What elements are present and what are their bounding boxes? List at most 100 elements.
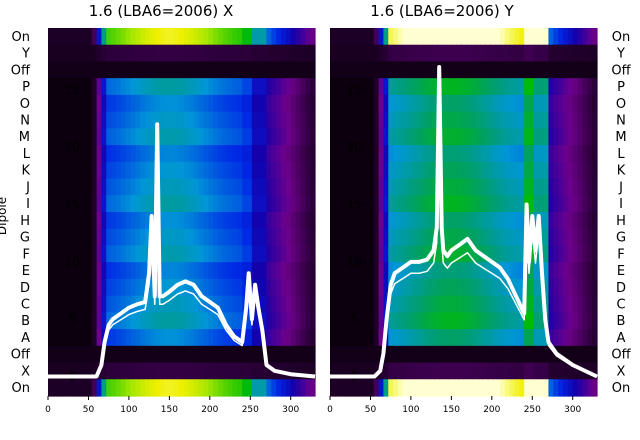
heatmap-cell (480, 145, 486, 163)
heatmap-cell (295, 329, 302, 347)
heatmap-cell (227, 212, 234, 230)
heatmap-cell (577, 379, 584, 397)
heatmap-cell (572, 44, 579, 63)
heatmap-cell (504, 145, 511, 163)
heatmap-cell (592, 178, 598, 196)
heatmap-cell (300, 111, 306, 129)
heatmap-cell (266, 111, 272, 129)
heatmap-cell (577, 61, 584, 79)
heatmap-cell (553, 44, 559, 63)
heatmap-cell (344, 111, 351, 129)
heatmap-cell (451, 78, 457, 96)
heatmap-cell (111, 145, 117, 163)
heatmap-cell (154, 61, 161, 79)
heatmap-cell (111, 262, 117, 280)
heatmap-cell (154, 362, 161, 380)
heatmap-cell (164, 295, 170, 313)
heatmap-cell (130, 312, 136, 330)
heatmap-cell (67, 161, 73, 180)
heatmap-cell (470, 228, 477, 247)
heatmap-cell (179, 178, 185, 196)
heatmap-cell (120, 212, 127, 230)
heatmap-cell (422, 111, 428, 129)
heatmap-cell (120, 362, 127, 380)
heatmap-cell (427, 178, 433, 196)
heatmap-cell (509, 61, 516, 79)
heatmap-cell (480, 111, 486, 129)
heatmap-cell (145, 94, 151, 113)
heatmap-cell (261, 28, 268, 46)
heatmap-cell (499, 28, 506, 46)
heatmap-cell (572, 94, 579, 113)
heatmap-cell (96, 94, 102, 113)
heatmap-cell (135, 44, 141, 63)
heatmap-cell (281, 178, 287, 196)
heatmap-cell (592, 262, 598, 280)
heatmap-cell (310, 228, 316, 247)
row-label: X (617, 364, 626, 379)
row-label: Y (616, 47, 625, 62)
heatmap-cell (524, 128, 530, 146)
heatmap-cell (120, 245, 127, 263)
heatmap-cell (373, 78, 380, 96)
heatmap-cell (120, 379, 127, 397)
heatmap-cell (247, 212, 253, 230)
heatmap-cell (431, 94, 438, 113)
heatmap-cell (383, 379, 389, 397)
heatmap-cell (57, 245, 64, 263)
heatmap-cell (393, 379, 399, 397)
heatmap-cell (174, 262, 180, 280)
heatmap-cell (251, 44, 258, 63)
heatmap-cell (193, 145, 200, 163)
heatmap-cell (509, 111, 516, 129)
heatmap-cell (145, 312, 151, 330)
heatmap-cell (572, 128, 579, 146)
heatmap-cell (451, 212, 457, 230)
heatmap-cell (359, 94, 365, 113)
heatmap-cell (465, 278, 472, 297)
heatmap-cell (344, 345, 351, 364)
heatmap-cell (567, 128, 574, 146)
heatmap-cell (465, 145, 472, 163)
heatmap-cell (81, 262, 88, 280)
heatmap-cell (509, 94, 516, 113)
heatmap-cell (106, 195, 112, 213)
heatmap-cell (285, 345, 292, 364)
heatmap-cell (183, 161, 190, 180)
heatmap-cell (349, 245, 355, 263)
heatmap-cell (422, 28, 428, 46)
heatmap-cell (174, 195, 180, 213)
heatmap-cell (461, 262, 467, 280)
heatmap-cell (563, 195, 569, 213)
heatmap-cell (393, 178, 399, 196)
heatmap-cell (422, 94, 428, 113)
heatmap-cell (217, 94, 224, 113)
heatmap-cell (461, 312, 467, 330)
heatmap-cell (174, 178, 180, 196)
heatmap-cell (52, 245, 59, 263)
heatmap-cell (499, 145, 506, 163)
heatmap-cell (77, 94, 83, 113)
x-tick-label: 300 (282, 405, 299, 415)
heatmap-cell (81, 228, 88, 247)
heatmap-cell (145, 128, 151, 146)
heatmap-cell (461, 128, 467, 146)
heatmap-cell (533, 161, 540, 180)
heatmap-cell (159, 178, 166, 196)
heatmap-cell (77, 245, 83, 263)
heatmap-cell (359, 28, 365, 46)
heatmap-cell (174, 362, 180, 380)
heatmap-cell (465, 345, 472, 364)
heatmap-cell (388, 379, 394, 397)
heatmap-cell (427, 262, 433, 280)
heatmap-cell (567, 345, 574, 364)
heatmap-cell (96, 262, 102, 280)
heatmap-cell (96, 78, 102, 96)
heatmap-cell (232, 262, 238, 280)
heatmap-cell (203, 345, 209, 364)
row-label: A (617, 331, 626, 346)
x-tick-label: 200 (483, 405, 500, 415)
heatmap-cell (344, 195, 351, 213)
heatmap-cell (402, 78, 409, 96)
heatmap-cell (188, 212, 195, 230)
